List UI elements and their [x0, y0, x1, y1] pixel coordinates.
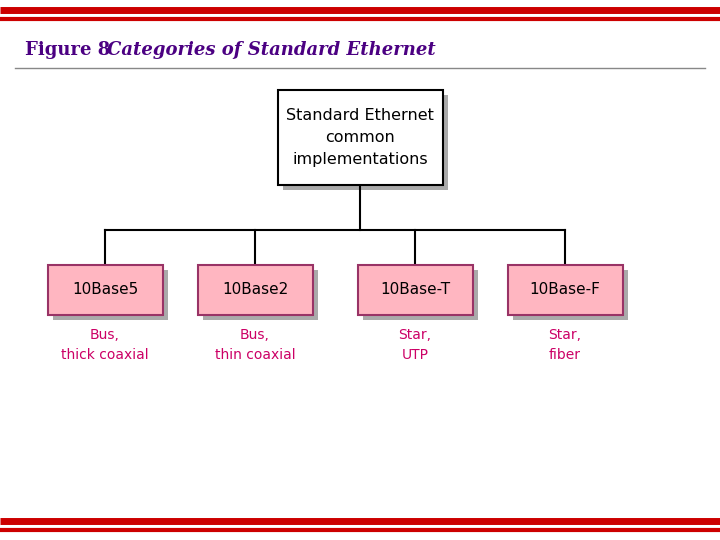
- Bar: [508, 265, 623, 315]
- Text: 10Base5: 10Base5: [72, 282, 138, 298]
- Text: Bus,
thin coaxial: Bus, thin coaxial: [215, 328, 295, 362]
- Text: Figure 8: Figure 8: [25, 41, 110, 59]
- Text: Standard Ethernet
common
implementations: Standard Ethernet common implementations: [286, 108, 434, 167]
- Text: Categories of Standard Ethernet: Categories of Standard Ethernet: [107, 41, 436, 59]
- Bar: [197, 265, 312, 315]
- Text: 10Base-T: 10Base-T: [380, 282, 450, 298]
- Bar: [513, 270, 628, 320]
- Bar: [48, 265, 163, 315]
- Text: Star,
UTP: Star, UTP: [398, 328, 431, 362]
- Bar: [282, 95, 448, 190]
- Bar: [362, 270, 477, 320]
- Text: 10Base2: 10Base2: [222, 282, 288, 298]
- Bar: [202, 270, 318, 320]
- Bar: [277, 90, 443, 185]
- Bar: [53, 270, 168, 320]
- Bar: [358, 265, 472, 315]
- Text: Star,
fiber: Star, fiber: [549, 328, 582, 362]
- Text: Bus,
thick coaxial: Bus, thick coaxial: [61, 328, 149, 362]
- Text: 10Base-F: 10Base-F: [530, 282, 600, 298]
